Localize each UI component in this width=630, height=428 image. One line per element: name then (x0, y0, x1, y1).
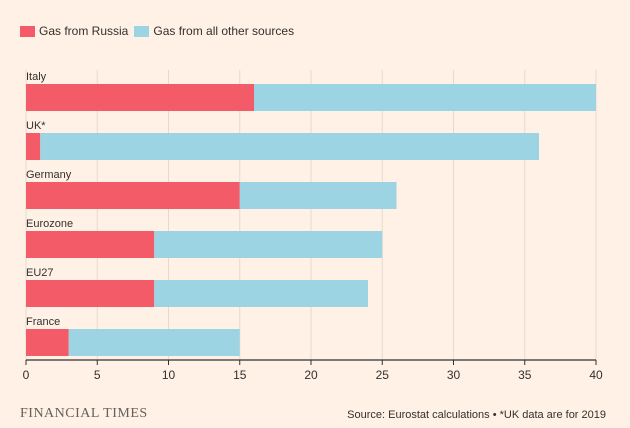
bar-other (254, 84, 596, 111)
legend-item-other: Gas from all other sources (134, 24, 294, 38)
brand-logo-text: FINANCIAL TIMES (20, 406, 148, 421)
bar-russia (26, 280, 155, 307)
bar-other (239, 182, 397, 209)
bar-russia (26, 231, 155, 258)
category-label: Italy (26, 71, 47, 83)
source-note: Source: Eurostat calculations • *UK data… (347, 409, 606, 421)
bar-russia (26, 329, 69, 356)
bar-other (68, 329, 240, 356)
bar-russia (26, 84, 254, 111)
x-tick-label: 5 (94, 368, 101, 382)
x-tick-label: 15 (233, 368, 247, 382)
category-label: UK* (26, 120, 46, 132)
x-tick-label: 0 (23, 368, 30, 382)
legend-swatch-russia (20, 25, 35, 37)
legend-item-russia: Gas from Russia (20, 24, 128, 38)
bar-other (40, 133, 539, 160)
category-label: Eurozone (26, 218, 73, 230)
x-tick-label: 40 (589, 368, 603, 382)
x-tick-label: 30 (447, 368, 461, 382)
bar-other (154, 280, 368, 307)
category-label: Germany (26, 169, 72, 181)
category-label: EU27 (26, 267, 54, 279)
legend-swatch-other (134, 25, 150, 37)
x-tick-label: 20 (304, 368, 318, 382)
category-label: France (26, 316, 60, 328)
bar-russia (26, 182, 240, 209)
legend: Gas from Russia Gas from all other sourc… (20, 24, 300, 38)
bar-other (154, 231, 383, 258)
bar-russia (26, 133, 41, 160)
legend-label-other: Gas from all other sources (153, 24, 295, 38)
x-tick-label: 25 (376, 368, 390, 382)
x-tick-label: 35 (518, 368, 532, 382)
legend-label-russia: Gas from Russia (39, 24, 129, 38)
x-tick-label: 10 (162, 368, 176, 382)
